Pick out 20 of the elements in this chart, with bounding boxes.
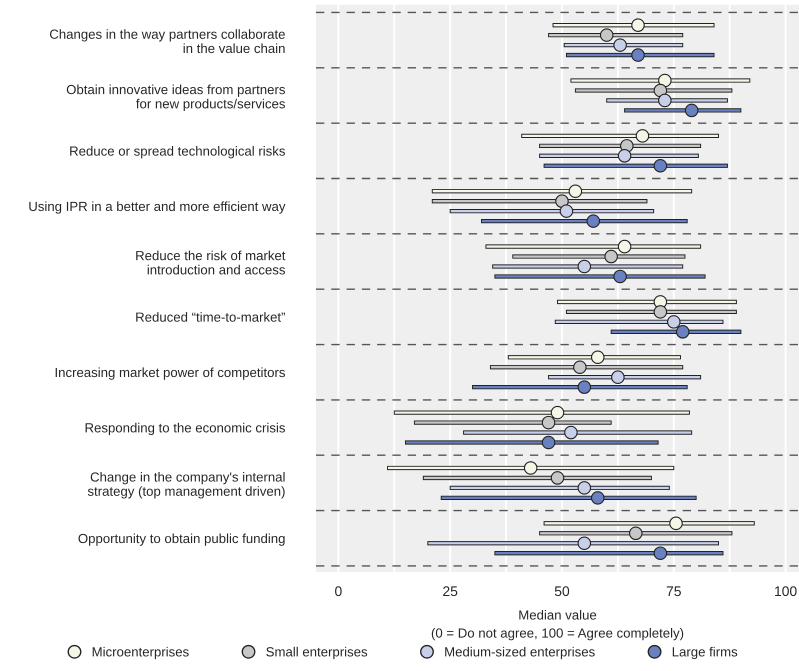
x-tick-label: 50 (554, 586, 570, 596)
legend-label: Microenterprises (92, 646, 189, 660)
y-tick-label: Responding to the economic crisis (86, 422, 285, 436)
y-tick-label: Changes in the way partners collaborate in the value chain (50, 29, 285, 54)
y-tick-label: Obtain innovative ideas from partners for new products/services (66, 84, 285, 112)
y-tick-label: Reduced “time-to-market” (136, 312, 285, 322)
x-tick-label: 75 (666, 586, 681, 596)
x-tick-label: 100 (775, 586, 797, 596)
y-tick-label: Increasing market power of competitors (56, 367, 285, 380)
x-axis-title: Median value (0 = Do not agree, 100 = Agree completely) (432, 610, 684, 640)
x-tick-label: 25 (443, 586, 458, 596)
legend-label: Medium-sized enterprises (445, 646, 595, 660)
y-tick-label: Opportunity to obtain public funding (78, 533, 285, 546)
legend-label: Large firms (672, 646, 738, 660)
y-tick-label: Reduce the risk of market introduction and access (136, 250, 286, 274)
x-tick-label: 0 (335, 586, 342, 596)
y-tick-label: Change in the company's internal strategy (top management driven) (88, 472, 285, 498)
y-tick-label: Using IPR in a better and more efficient way (29, 201, 286, 214)
y-tick-label: Reduce or spread technological risks (70, 146, 285, 158)
legend-label: Small enterprises (266, 646, 368, 660)
